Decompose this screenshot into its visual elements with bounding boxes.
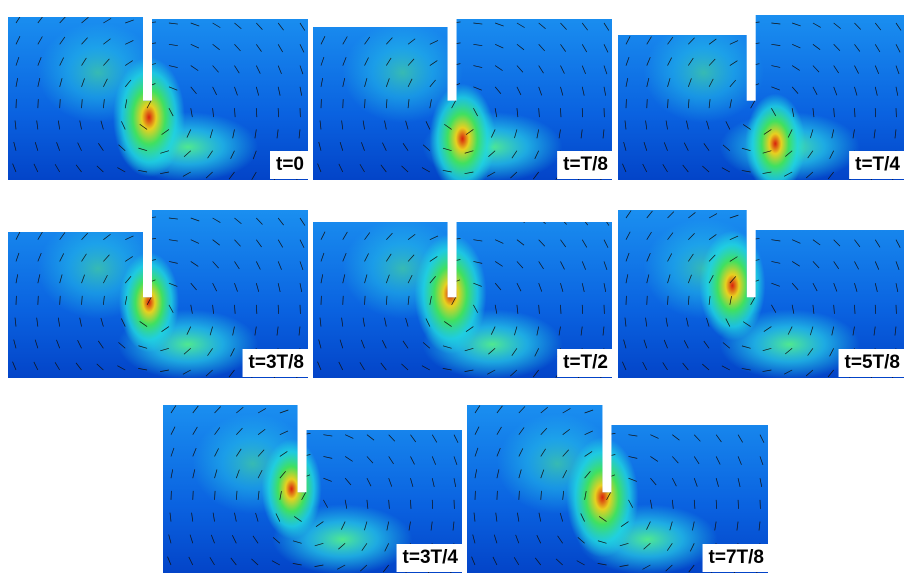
panel: t=T/8 xyxy=(313,15,612,194)
figure: t=0 t=T/8 t=T/4 t=3T/8 t=T/2 t=5T/8 t=3T/4 t=7T… xyxy=(0,0,904,573)
vector xyxy=(389,413,396,419)
vector xyxy=(792,218,801,221)
vector xyxy=(694,413,701,419)
vector xyxy=(432,413,438,420)
panel: t=7T/8 xyxy=(467,405,768,573)
vector xyxy=(834,218,841,224)
velocity-blob xyxy=(430,84,496,194)
velocity-blob xyxy=(644,23,764,123)
vector xyxy=(82,212,89,218)
panel: t=5T/8 xyxy=(618,210,904,379)
vector xyxy=(386,212,393,218)
vector xyxy=(125,215,133,218)
vector xyxy=(321,210,326,218)
vector xyxy=(716,413,722,420)
time-label: t=T/4 xyxy=(855,154,900,175)
time-label: t=3T/4 xyxy=(403,547,459,568)
vector xyxy=(103,213,111,218)
vector xyxy=(365,211,371,218)
vector xyxy=(875,218,881,225)
vector xyxy=(452,217,461,218)
vector xyxy=(626,16,631,23)
vector xyxy=(688,17,695,23)
vector xyxy=(430,215,438,218)
vector xyxy=(738,413,743,420)
time-label: t=T/8 xyxy=(563,154,608,175)
vector xyxy=(760,413,765,421)
vector xyxy=(302,412,311,413)
vector xyxy=(647,16,653,23)
velocity-blob xyxy=(113,57,185,177)
vector xyxy=(672,413,680,418)
velocity-blob xyxy=(415,234,487,354)
vector xyxy=(408,213,416,218)
vector xyxy=(650,413,658,416)
panel: t=T/4 xyxy=(618,15,904,194)
panel: t=3T/4 xyxy=(163,405,462,573)
vector xyxy=(896,218,901,225)
flow-field xyxy=(8,15,308,182)
vector xyxy=(323,413,332,414)
time-label: t=3T/8 xyxy=(249,352,304,373)
vector xyxy=(16,210,21,218)
vector xyxy=(668,17,674,23)
vector xyxy=(473,218,482,219)
vector xyxy=(386,17,393,23)
vector xyxy=(38,211,44,218)
vector xyxy=(771,218,780,219)
vector xyxy=(607,412,616,413)
vector xyxy=(854,218,860,224)
time-label: t=5T/8 xyxy=(845,352,900,373)
vector xyxy=(367,413,375,418)
velocity-blob xyxy=(119,252,179,352)
vector xyxy=(628,413,637,414)
vector xyxy=(343,211,349,218)
vector xyxy=(343,16,348,23)
vector xyxy=(430,20,438,23)
vector xyxy=(495,218,503,221)
panel: t=0 xyxy=(8,15,308,182)
vector xyxy=(709,19,717,23)
velocity-blob xyxy=(262,439,322,539)
panel: t=T/2 xyxy=(313,210,612,379)
velocity-blob xyxy=(745,94,805,194)
vector xyxy=(365,16,371,23)
vector xyxy=(321,15,326,23)
velocity-blob xyxy=(699,231,765,341)
vector xyxy=(813,218,821,222)
time-label: t=T/2 xyxy=(563,352,608,373)
vector xyxy=(454,413,459,421)
vector xyxy=(410,413,416,420)
velocity-blob xyxy=(566,437,638,557)
vector xyxy=(517,218,525,223)
vector xyxy=(730,20,739,23)
vector xyxy=(345,413,353,416)
time-label: t=0 xyxy=(276,154,304,175)
vector xyxy=(408,18,416,23)
vector xyxy=(751,217,760,218)
vector xyxy=(60,211,66,218)
panel: t=3T/8 xyxy=(8,210,308,379)
time-label: t=7T/8 xyxy=(709,547,764,568)
